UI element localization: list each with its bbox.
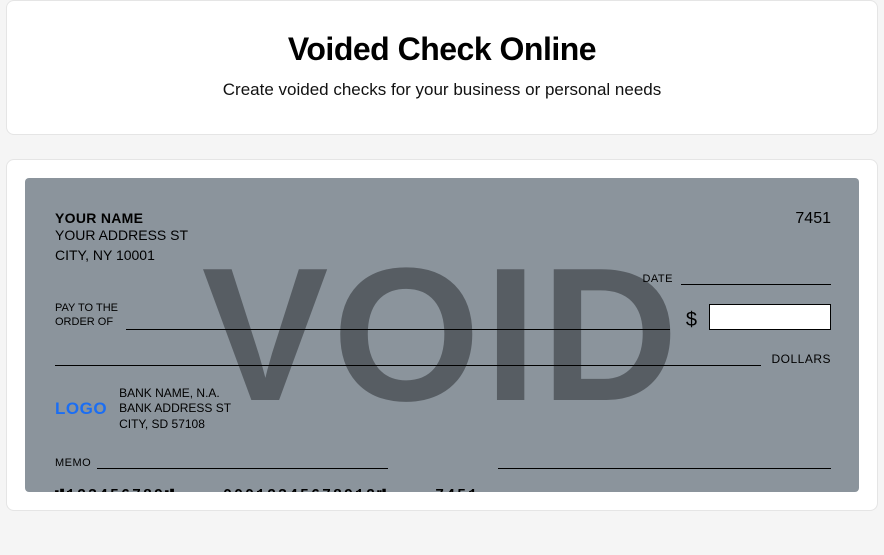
payer-block: YOUR NAME YOUR ADDRESS ST CITY, NY 10001 [55,210,188,265]
written-amount-line [55,365,761,366]
check-card: VOID YOUR NAME YOUR ADDRESS ST CITY, NY … [6,159,878,511]
bank-row: LOGO BANK NAME, N.A. BANK ADDRESS ST CIT… [55,386,831,433]
bank-address-line2: CITY, SD 57108 [119,417,231,433]
date-group: DATE [642,271,831,285]
pay-to-label: PAY TO THE ORDER OF [55,301,118,330]
dollars-label: DOLLARS [771,352,831,366]
micr-routing: ⑆123456789⑆ [55,487,176,492]
page-title: Voided Check Online [27,31,857,68]
check-top-row: YOUR NAME YOUR ADDRESS ST CITY, NY 10001… [55,210,831,265]
payer-address-line1: YOUR ADDRESS ST [55,226,188,246]
bank-address-line1: BANK ADDRESS ST [119,401,231,417]
micr-account: 00012345678912⑈ [223,487,388,492]
date-label: DATE [642,273,673,285]
memo-label: MEMO [55,457,91,469]
bank-info: BANK NAME, N.A. BANK ADDRESS ST CITY, SD… [119,386,231,433]
date-row: DATE [55,271,831,285]
written-amount-row: DOLLARS [55,352,831,366]
payee-line [126,316,670,330]
dollar-sign: $ [686,310,697,330]
pay-to-row: PAY TO THE ORDER OF $ [55,301,831,330]
check-number: 7451 [795,210,831,228]
micr-line: ⑆123456789⑆ 00012345678912⑈ 7451 [55,487,831,492]
payer-name: YOUR NAME [55,210,188,226]
micr-checkno: 7451 [435,487,479,492]
bank-logo: LOGO [55,399,107,419]
amount-box [709,304,831,330]
bottom-lines: MEMO [55,457,831,469]
signature-line [498,457,831,469]
check-preview: VOID YOUR NAME YOUR ADDRESS ST CITY, NY … [25,178,859,492]
memo-group: MEMO [55,457,388,469]
date-line [681,271,831,285]
header-card: Voided Check Online Create voided checks… [6,0,878,135]
payer-address-line2: CITY, NY 10001 [55,246,188,266]
page-subtitle: Create voided checks for your business o… [27,80,857,100]
bank-name: BANK NAME, N.A. [119,386,231,402]
memo-line [97,457,388,469]
